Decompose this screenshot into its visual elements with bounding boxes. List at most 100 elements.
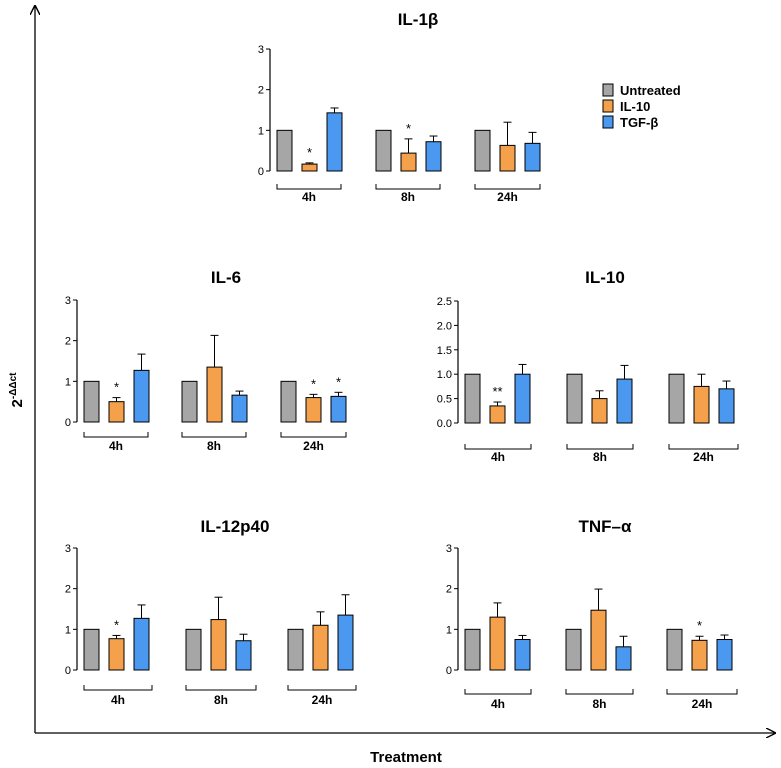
bar-tgf-beta-8h xyxy=(231,394,248,423)
y-axis-label-superscript: -ΔΔct xyxy=(8,372,19,399)
group-bracket xyxy=(83,685,153,691)
bar-tgf-beta-4h xyxy=(514,639,531,671)
x-tick-label: 24h xyxy=(497,190,518,204)
y-tick-label: 1.5 xyxy=(437,345,452,357)
bar-tgf-beta-24h xyxy=(524,142,541,172)
bar-il-10-4h xyxy=(108,638,125,671)
group-bracket xyxy=(181,432,247,438)
significance-mark: ** xyxy=(492,384,502,399)
x-tick-label: 4h xyxy=(491,697,505,711)
bar-tgf-beta-4h xyxy=(514,373,531,424)
group-bracket xyxy=(464,689,532,695)
chart-panel-4: IL-12p40 0 1 2 3 * 4h 8h 24h xyxy=(65,517,357,707)
significance-mark: * xyxy=(697,618,702,633)
group-bracket xyxy=(185,685,257,691)
bar-il-10-24h xyxy=(312,624,329,671)
bar-il-10-4h xyxy=(301,163,318,172)
significance-mark: * xyxy=(307,145,312,160)
significance-mark: * xyxy=(311,376,316,391)
chart-title: IL-10 xyxy=(585,268,625,287)
group-bracket xyxy=(565,689,634,695)
bar-untreated-8h xyxy=(566,373,583,424)
y-tick-label: 2 xyxy=(65,336,71,348)
bar-tgf-beta-8h xyxy=(615,646,632,671)
y-tick-label: 3 xyxy=(446,543,452,555)
group-bracket xyxy=(276,184,342,190)
bar-untreated-4h xyxy=(83,380,100,423)
figure-y-axis-label: 2-ΔΔct xyxy=(8,372,26,408)
y-tick-label: 3 xyxy=(65,295,71,307)
y-tick-label: 2 xyxy=(65,584,71,596)
chart-panel-2: IL-6 0 1 2 3 * 4h 8h * * 24h xyxy=(65,268,347,453)
y-tick-label: 1 xyxy=(258,125,264,137)
bar-untreated-8h xyxy=(375,129,392,172)
bar-tgf-beta-4h xyxy=(326,112,343,172)
x-tick-label: 24h xyxy=(692,697,713,711)
x-tick-label: 4h xyxy=(302,190,316,204)
y-tick-label: 3 xyxy=(258,44,264,56)
bar-tgf-beta-8h xyxy=(616,378,633,424)
group-bracket xyxy=(83,432,149,438)
bar-tgf-beta-8h xyxy=(235,640,252,671)
legend-swatch-il-10 xyxy=(602,99,614,113)
x-tick-label: 4h xyxy=(111,693,125,707)
bar-untreated-24h xyxy=(280,380,297,423)
group-bracket xyxy=(287,685,357,691)
y-tick-label: 3 xyxy=(65,543,71,555)
figure-x-axis-label: Treatment xyxy=(370,749,442,766)
y-tick-label: 1 xyxy=(446,624,452,636)
x-tick-label: 24h xyxy=(303,439,324,453)
y-tick-label: 2.5 xyxy=(437,296,452,308)
x-tick-label: 4h xyxy=(109,439,123,453)
y-tick-label: 0.0 xyxy=(437,418,452,430)
significance-mark: * xyxy=(336,374,341,389)
y-tick-label: 1.0 xyxy=(437,369,452,381)
x-tick-label: 24h xyxy=(312,693,333,707)
bar-untreated-24h xyxy=(474,129,491,172)
y-tick-label: 0.5 xyxy=(437,394,452,406)
bar-il-10-8h xyxy=(206,366,223,423)
bar-tgf-beta-24h xyxy=(716,639,733,671)
group-bracket xyxy=(668,444,739,450)
legend-label-tgf-beta: TGF-β xyxy=(620,115,658,130)
bar-il-10-24h xyxy=(305,397,322,423)
legend-swatch-tgf-beta xyxy=(602,115,614,129)
group-bracket xyxy=(474,184,541,190)
group-bracket xyxy=(566,444,634,450)
bar-il-10-24h xyxy=(691,639,708,671)
significance-mark: * xyxy=(406,121,411,136)
chart-title: IL-6 xyxy=(211,268,241,287)
bar-il-10-24h xyxy=(693,385,710,424)
y-tick-label: 0 xyxy=(65,417,71,429)
bar-untreated-8h xyxy=(181,380,198,423)
y-tick-label: 2 xyxy=(258,85,264,97)
bar-untreated-24h xyxy=(668,373,685,424)
bar-untreated-4h xyxy=(464,628,481,671)
legend-label-untreated: Untreated xyxy=(620,83,681,98)
x-tick-label: 8h xyxy=(592,697,606,711)
bar-il-10-24h xyxy=(499,144,516,172)
bar-untreated-8h xyxy=(185,628,202,671)
y-tick-label: 0 xyxy=(65,665,71,677)
y-tick-label: 2.0 xyxy=(437,320,452,332)
legend-swatch-untreated xyxy=(602,83,614,97)
y-tick-label: 0 xyxy=(446,665,452,677)
bar-untreated-4h xyxy=(276,129,293,172)
legend-label-il-10: IL-10 xyxy=(620,99,650,114)
group-bracket xyxy=(464,444,532,450)
chart-title: IL-12p40 xyxy=(201,517,270,536)
chart-title: IL-1β xyxy=(398,10,439,29)
bar-tgf-beta-4h xyxy=(133,369,150,423)
bar-tgf-beta-4h xyxy=(133,617,150,671)
bar-il-10-8h xyxy=(210,619,227,671)
bar-tgf-beta-8h xyxy=(425,141,442,172)
group-bracket xyxy=(666,689,738,695)
bar-il-10-4h xyxy=(108,401,125,423)
chart-panel-3: IL-10 0.0 0.5 1.0 1.5 2.0 2.5 ** 4h 8h 24h xyxy=(437,268,739,464)
significance-mark: * xyxy=(114,380,119,395)
chart-panel-1: IL-1β 0 1 2 3 * 4h * 8h 24h xyxy=(258,10,541,204)
chart-panel-5: TNF–α 0 1 2 3 4h 8h * 24h xyxy=(446,517,738,711)
bar-tgf-beta-24h xyxy=(718,388,735,424)
